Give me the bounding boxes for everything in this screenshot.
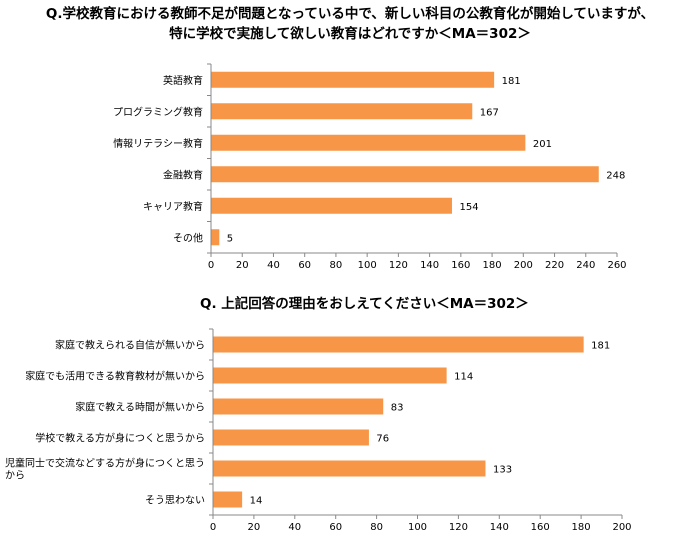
chart2-data-label: 181: [591, 341, 610, 352]
chart2-category-label: 家庭で教える時間が無いから: [75, 401, 205, 414]
chart1-category-label: キャリア教育: [143, 200, 203, 213]
chart2-x-tick-label: 120: [449, 522, 468, 533]
chart1-title: Q.学校教育における教師不足が問題となっている中で、新しい科目の公教育化が開始し…: [0, 4, 700, 44]
chart2-x-tick-label: 100: [408, 522, 427, 533]
chart1-x-tick-label: 160: [451, 260, 470, 271]
chart1-x-tick-label: 140: [420, 260, 439, 271]
chart2-category-label: から: [5, 470, 25, 482]
chart1-x-tick-label: 120: [389, 260, 408, 271]
chart2-x-tick-label: 160: [531, 522, 550, 533]
chart1-category-label: 金融教育: [163, 168, 203, 181]
chart1-x-tick-label: 260: [607, 260, 626, 271]
chart1-x-tick-label: 220: [545, 260, 564, 271]
chart2-title-line1: Q. 上記回答の理由をおしえてください＜MA＝302＞: [200, 296, 529, 312]
chart1-data-label: 248: [606, 170, 625, 181]
chart2-title: Q. 上記回答の理由をおしえてください＜MA＝302＞: [200, 294, 620, 314]
chart2-bar: [213, 367, 447, 384]
chart2-bar: [213, 491, 243, 508]
chart1-bar: [211, 103, 473, 120]
chart2-x-tick-label: 0: [210, 522, 216, 533]
chart1-bar: [211, 71, 495, 88]
chart1-x-tick-label: 0: [208, 260, 214, 271]
chart1-bar: [211, 197, 452, 214]
chart1-x-tick-label: 180: [483, 260, 502, 271]
chart1-x-tick-label: 240: [576, 260, 595, 271]
chart2-bar: [213, 460, 486, 477]
chart2-x-tick-label: 60: [329, 522, 342, 533]
chart2-x-tick-label: 20: [248, 522, 261, 533]
chart1-category-label: 情報リテラシー教育: [113, 137, 203, 150]
chart1-x-tick-label: 80: [330, 260, 343, 271]
chart1-bar: [211, 134, 526, 151]
chart2-x-tick-label: 80: [370, 522, 383, 533]
chart1-x-tick-label: 60: [298, 260, 311, 271]
chart1-title-line2: 特に学校で実施して欲しい教育はどれですか＜MA＝302＞: [169, 26, 531, 42]
chart2-x-tick-label: 140: [490, 522, 509, 533]
chart1-x-tick-label: 100: [358, 260, 377, 271]
chart2-x-tick-label: 40: [288, 522, 301, 533]
chart2-category-label: 家庭で教えられる自信が無いから: [55, 339, 205, 352]
chart2-x-tick-label: 180: [572, 522, 591, 533]
chart2-data-label: 76: [376, 434, 389, 445]
chart1-category-label: プログラミング教育: [113, 105, 203, 118]
chart2-x-tick-label: 200: [612, 522, 631, 533]
chart1-category-label: 英語教育: [163, 74, 203, 87]
chart2-category-label: 学校で教える方が身につくと思うから: [35, 432, 205, 445]
chart2-category-label: 家庭でも活用できる教育教材が無いから: [25, 370, 205, 383]
chart1-bar: [211, 166, 599, 183]
chart2-bar: [213, 398, 384, 415]
chart2-bar: [213, 429, 369, 446]
chart1-data-label: 5: [227, 233, 233, 244]
chart1-data-label: 167: [480, 107, 499, 118]
chart1-x-tick-label: 40: [267, 260, 280, 271]
chart2-data-label: 83: [391, 403, 404, 414]
chart2-category-label: そう思わない: [145, 495, 205, 507]
chart1-data-label: 201: [533, 139, 552, 150]
chart1-data-label: 154: [459, 202, 478, 213]
chart1-bar: [211, 229, 220, 246]
chart2-data-label: 114: [454, 372, 473, 383]
chart2-category-label: 児童同士で交流などする方が身につくと思う: [5, 457, 205, 470]
chart1-x-tick-label: 200: [514, 260, 533, 271]
chart2-bar: [213, 336, 584, 353]
chart2-data-label: 14: [250, 496, 263, 507]
chart1-data-label: 181: [502, 76, 521, 87]
chart1-category-label: その他: [173, 231, 203, 244]
chart1-title-line1: Q.学校教育における教師不足が問題となっている中で、新しい科目の公教育化が開始し…: [45, 6, 655, 22]
chart2-data-label: 133: [493, 465, 512, 476]
chart1-x-tick-label: 20: [236, 260, 249, 271]
